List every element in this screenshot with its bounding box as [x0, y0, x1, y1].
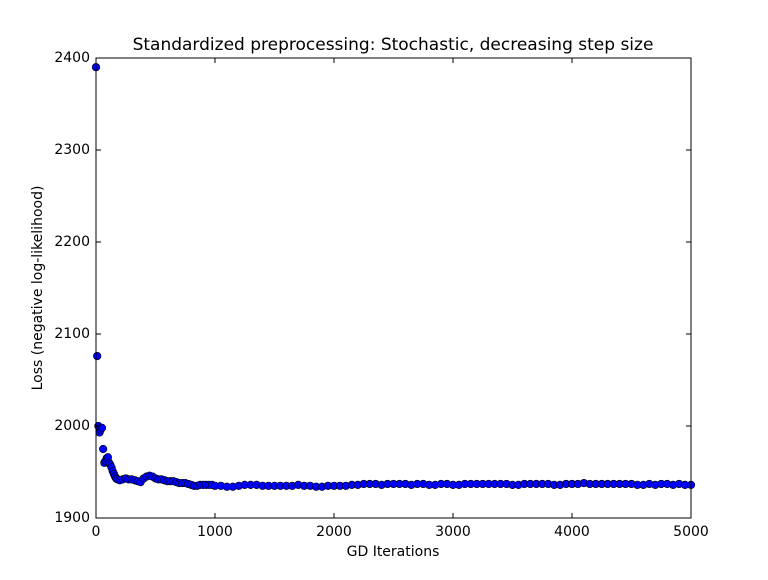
point — [93, 351, 102, 361]
y-tick-label: 2400 — [54, 50, 90, 66]
x-tick-label: 2000 — [316, 524, 352, 540]
chart-title: Standardized preprocessing: Stochastic, … — [133, 35, 654, 55]
x-tick-label: 1000 — [197, 524, 233, 540]
x-tick-label: 3000 — [435, 524, 471, 540]
y-tick-label: 2100 — [54, 326, 90, 342]
x-tick-label: 4000 — [554, 524, 590, 540]
x-tick-label: 5000 — [673, 524, 709, 540]
x-tick-label: 0 — [92, 524, 101, 540]
plot-frame — [95, 57, 692, 519]
y-tick-label: 2000 — [54, 418, 90, 434]
point — [99, 444, 108, 454]
plot-area — [91, 63, 696, 491]
y-axis-label: Loss (negative log-likelihood) — [30, 186, 46, 391]
y-tick-label: 2300 — [54, 142, 90, 158]
y-tick-label: 2200 — [54, 234, 90, 250]
point — [97, 423, 107, 432]
x-axis-label: GD Iterations — [347, 544, 440, 560]
y-tick-label: 1900 — [54, 510, 90, 526]
